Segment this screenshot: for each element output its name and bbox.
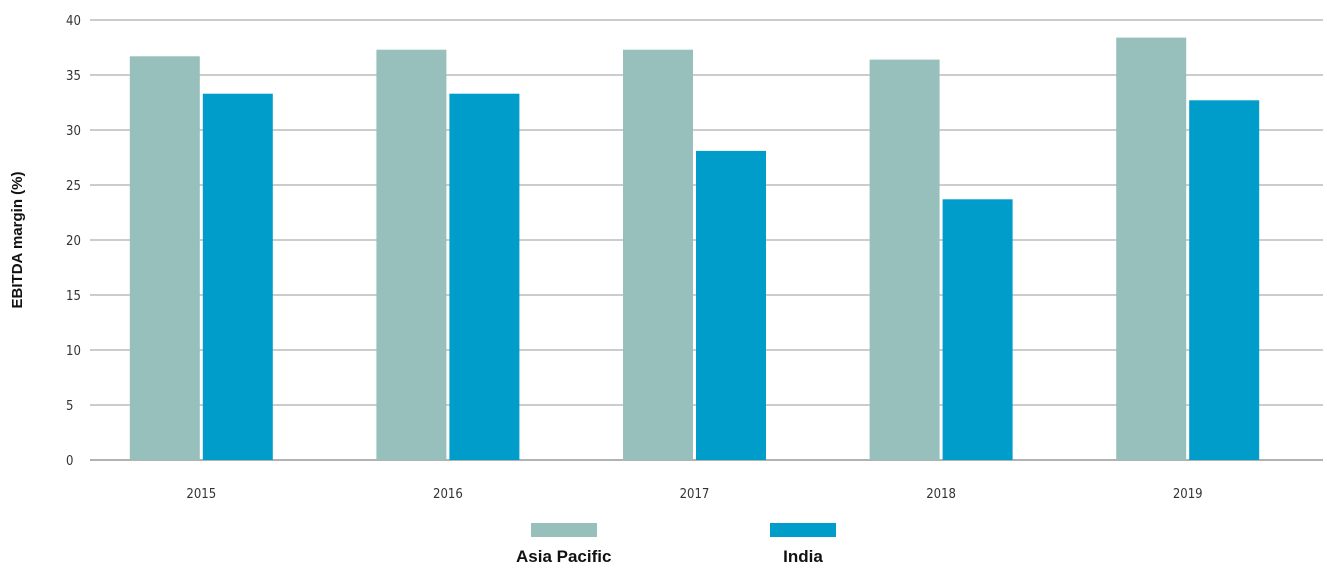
y-tick-label: 20 [66, 234, 81, 249]
y-tick-label: 30 [66, 124, 81, 139]
y-axis-label: EBITDA margin (%) [9, 172, 26, 309]
y-tick-label: 10 [66, 344, 81, 359]
y-tick-label: 0 [66, 454, 73, 469]
bar-asia-pacific-2018 [869, 59, 940, 460]
bar-india-2018 [942, 199, 1013, 461]
y-tick-label: 40 [66, 14, 81, 29]
legend-swatch-india [770, 523, 836, 537]
bar-india-2015 [202, 93, 273, 460]
bar-asia-pacific-2017 [623, 49, 693, 460]
bar-india-2016 [449, 93, 520, 460]
bars [129, 37, 1260, 461]
x-tick-label: 2019 [1173, 487, 1203, 502]
legend-item-asia-pacific: Asia Pacific [516, 523, 611, 567]
bar-asia-pacific-2015 [129, 56, 200, 461]
y-tick-label: 5 [66, 399, 73, 414]
bar-india-2019 [1189, 100, 1260, 461]
legend-label-asia-pacific: Asia Pacific [516, 547, 612, 566]
y-tick-label: 25 [66, 179, 81, 194]
legend-label-india: India [783, 547, 823, 566]
legend-item-india: India [770, 523, 836, 567]
bar-chart: 0 5 10 15 20 25 30 35 40 2015 2016 2017 2018 2019 EB… [9, 14, 1323, 502]
x-tick-label: 2016 [433, 487, 463, 502]
y-tick-label: 15 [66, 289, 81, 304]
bar-asia-pacific-2016 [376, 49, 447, 460]
legend-swatch-asia-pacific [530, 523, 597, 537]
y-tick-label: 35 [66, 69, 81, 84]
x-tick-label: 2015 [186, 487, 216, 502]
bar-india-2017 [696, 150, 766, 460]
y-tick-labels: 0 5 10 15 20 25 30 35 40 [66, 14, 81, 469]
x-tick-labels: 2015 2016 2017 2018 2019 [186, 487, 1202, 502]
x-tick-label: 2018 [926, 487, 956, 502]
x-tick-label: 2017 [680, 487, 710, 502]
bar-asia-pacific-2019 [1116, 37, 1187, 460]
